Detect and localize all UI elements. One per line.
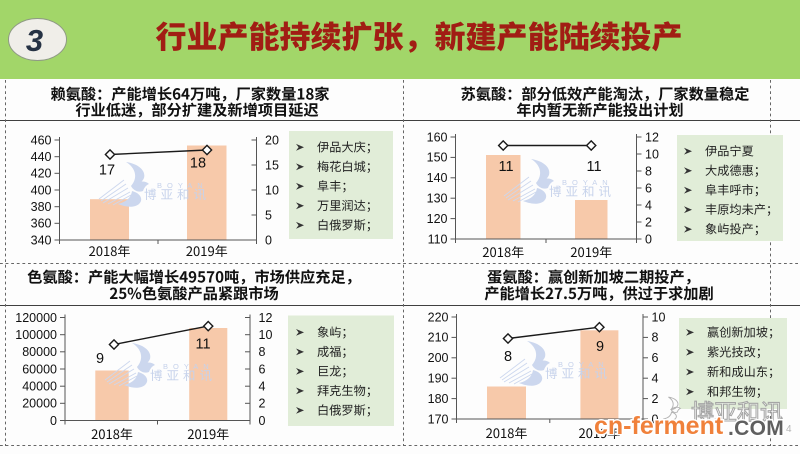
svg-text:6: 6 <box>645 181 652 195</box>
svg-text:0: 0 <box>265 233 272 247</box>
svg-text:2: 2 <box>652 392 659 406</box>
svg-text:440: 440 <box>31 150 52 164</box>
svg-text:4: 4 <box>652 372 659 386</box>
svg-text:420: 420 <box>31 167 52 181</box>
svg-text:180: 180 <box>428 392 449 406</box>
svg-text:6: 6 <box>652 351 659 365</box>
svg-text:2: 2 <box>645 215 652 229</box>
svg-text:120: 120 <box>427 212 448 226</box>
svg-text:380: 380 <box>31 200 52 214</box>
svg-text:9: 9 <box>96 351 104 367</box>
svg-text:0: 0 <box>645 232 652 246</box>
svg-text:60000: 60000 <box>22 362 57 376</box>
svg-text:130: 130 <box>427 192 448 206</box>
svg-text:20: 20 <box>265 133 279 147</box>
svg-text:100000: 100000 <box>15 328 57 342</box>
svg-text:17: 17 <box>99 163 115 179</box>
svg-text:8: 8 <box>504 349 512 365</box>
svg-text:360: 360 <box>31 217 52 231</box>
svg-text:170: 170 <box>428 412 449 426</box>
svg-text:.COM: .COM <box>728 417 784 440</box>
svg-text:340: 340 <box>31 233 52 247</box>
svg-text:8: 8 <box>645 164 652 178</box>
svg-text:12: 12 <box>259 311 273 325</box>
svg-text:cn-ferment: cn-ferment <box>594 412 724 440</box>
svg-text:80000: 80000 <box>22 345 57 359</box>
svg-text:400: 400 <box>31 183 52 197</box>
svg-text:0: 0 <box>652 412 659 426</box>
svg-text:4: 4 <box>259 380 266 394</box>
svg-text:11: 11 <box>586 159 601 175</box>
svg-text:10: 10 <box>645 147 659 161</box>
svg-text:210: 210 <box>428 331 449 345</box>
svg-text:18: 18 <box>190 156 206 172</box>
svg-text:220: 220 <box>428 310 449 324</box>
svg-text:5: 5 <box>265 208 272 222</box>
svg-text:11: 11 <box>498 159 513 175</box>
svg-text:0: 0 <box>50 414 57 428</box>
svg-text:160: 160 <box>427 130 448 144</box>
svg-text:11: 11 <box>195 337 210 353</box>
svg-text:8: 8 <box>652 331 659 345</box>
svg-text:20000: 20000 <box>22 397 57 411</box>
svg-text:10: 10 <box>259 328 273 342</box>
svg-text:4: 4 <box>786 424 792 435</box>
svg-text:4: 4 <box>645 198 652 212</box>
svg-text:2: 2 <box>259 397 266 411</box>
svg-text:200: 200 <box>428 351 449 365</box>
svg-text:6: 6 <box>259 362 266 376</box>
svg-text:40000: 40000 <box>22 380 57 394</box>
svg-text:150: 150 <box>427 151 448 165</box>
svg-text:0: 0 <box>259 414 266 428</box>
svg-text:10: 10 <box>652 310 666 324</box>
svg-text:15: 15 <box>265 158 279 172</box>
svg-text:460: 460 <box>31 133 52 147</box>
svg-text:140: 140 <box>427 171 448 185</box>
svg-text:10: 10 <box>265 183 279 197</box>
svg-text:190: 190 <box>428 372 449 386</box>
svg-text:120000: 120000 <box>15 311 57 325</box>
svg-text:110: 110 <box>428 232 448 246</box>
svg-text:9: 9 <box>596 339 604 355</box>
svg-text:3: 3 <box>26 23 43 58</box>
svg-text:8: 8 <box>259 345 266 359</box>
svg-text:12: 12 <box>645 130 659 144</box>
